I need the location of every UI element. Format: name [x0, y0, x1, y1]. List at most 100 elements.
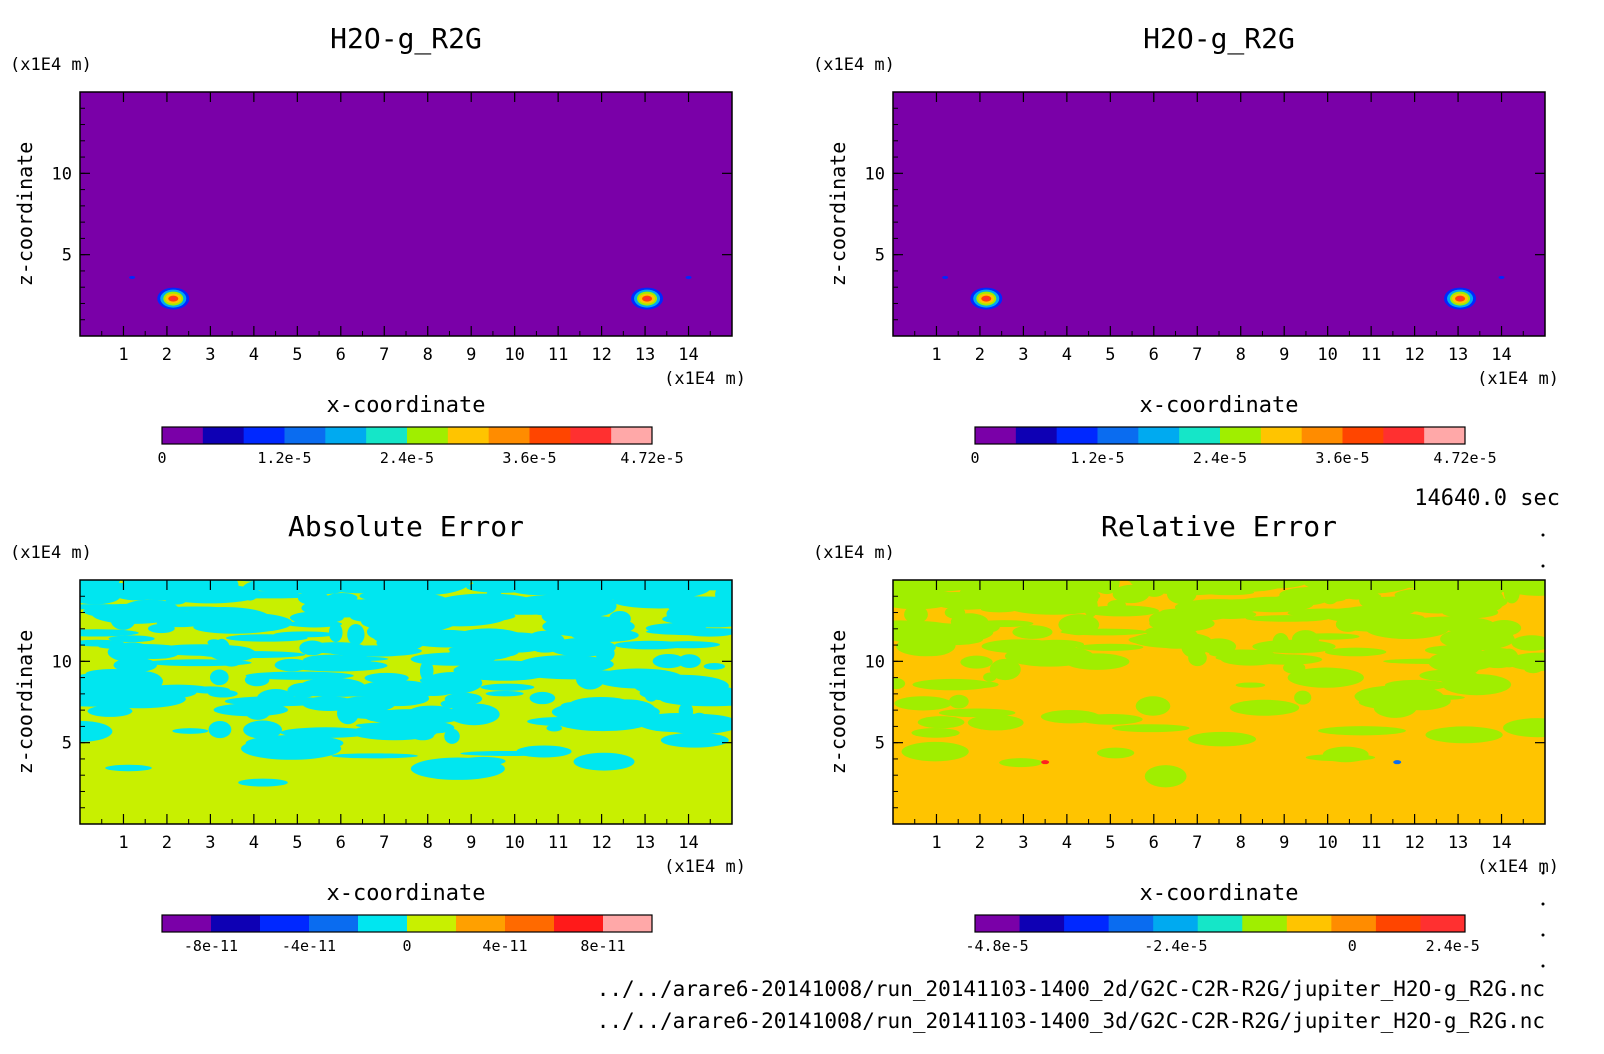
x-tick-label: 2 [975, 833, 985, 853]
error-patch [989, 658, 1021, 681]
colorbar-label: 4.72e-5 [620, 449, 683, 467]
error-patch [1252, 639, 1336, 654]
colorbar-swatch [1153, 915, 1199, 932]
error-patch [646, 628, 732, 636]
x-tick-label: 12 [1404, 833, 1424, 853]
error-patch [593, 668, 684, 689]
error-patch [80, 693, 129, 707]
y-unit-label: (x1E4 m) [813, 55, 895, 75]
x-tick-label: 11 [548, 833, 568, 853]
x-tick-label: 13 [1448, 345, 1468, 365]
error-patch [366, 601, 439, 610]
colorbar-swatch [1179, 427, 1221, 444]
error-patch [385, 580, 472, 595]
colorbar-swatch [1108, 915, 1154, 932]
y-tick-label: 5 [62, 734, 72, 754]
x-tick-label: 3 [1018, 833, 1028, 853]
error-patch [1096, 747, 1135, 759]
x-tick-label: 12 [591, 345, 611, 365]
error-patch [639, 684, 716, 702]
error-patch [573, 752, 635, 771]
x-tick-label: 10 [504, 833, 524, 853]
colorbar: -8e-11 -4e-11 0 4e-11 8e-11 [161, 914, 653, 955]
error-patch [359, 591, 392, 601]
error-patch [911, 727, 960, 738]
error-patch [1425, 726, 1503, 744]
error-patch [209, 669, 229, 686]
x-tick-label: 2 [975, 345, 985, 365]
error-patch [1324, 647, 1387, 657]
error-patch [347, 623, 365, 646]
error-patch [1176, 610, 1203, 633]
error-patch [1188, 731, 1257, 747]
colorbar: 0 1.2e-5 2.4e-5 3.6e-5 4.72e-5 [157, 426, 684, 467]
y-axis-label: z-coordinate [13, 142, 37, 287]
error-patch [1144, 765, 1187, 788]
error-patch [241, 737, 342, 760]
error-patch [529, 691, 556, 705]
x-tick-label: 9 [1279, 345, 1289, 365]
colorbar: -4.8e-5 -2.4e-5 0 2.4e-5 [965, 914, 1480, 955]
error-patch [1294, 690, 1312, 705]
colorbar-swatch [1286, 915, 1332, 932]
error-patch [306, 642, 366, 654]
error-patch [1441, 617, 1496, 634]
error-patch [485, 690, 524, 697]
colorbar-label: 4e-11 [482, 937, 527, 955]
colorbar-swatch [1138, 427, 1180, 444]
plume-contour [1457, 296, 1464, 301]
contour-speck [1498, 275, 1505, 279]
error-patch [1301, 580, 1419, 595]
x-tick-label: 10 [1317, 345, 1337, 365]
x-tick-label: 10 [504, 345, 524, 365]
colorbar-swatch [1301, 427, 1343, 444]
error-patch [113, 657, 158, 673]
file-path-1: ../../arare6-20141008/run_20141103-1400_… [597, 977, 1545, 1001]
error-patch [556, 640, 593, 652]
error-patch [912, 678, 993, 691]
x-tick-label: 2 [162, 345, 172, 365]
colorbar-label: 2.4e-5 [1193, 449, 1247, 467]
x-tick-label: 4 [249, 345, 259, 365]
x-tick-label: 4 [249, 833, 259, 853]
heatmap-field [80, 580, 732, 824]
error-patch [981, 639, 1061, 654]
error-patch [80, 684, 114, 696]
colorbar-swatch [1197, 915, 1243, 932]
error-patch [1197, 580, 1292, 592]
x-tick-label: 5 [1105, 833, 1115, 853]
error-patch [1499, 648, 1519, 668]
heatmap-field [893, 92, 1545, 336]
y-unit-label: (x1E4 m) [813, 543, 895, 563]
error-patch [1245, 615, 1329, 622]
error-patch [302, 696, 356, 712]
error-patch [128, 649, 178, 660]
error-patch [960, 655, 993, 669]
error-patch [83, 603, 175, 619]
file-path-2: ../../arare6-20141008/run_20141103-1400_… [597, 1009, 1545, 1033]
x-tick-label: 13 [1448, 833, 1468, 853]
error-patch [691, 608, 732, 614]
y-unit-label: (x1E4 m) [10, 543, 92, 563]
error-patch [312, 656, 389, 662]
error-patch [1012, 625, 1053, 639]
error-patch [172, 728, 209, 734]
colorbar-swatch [407, 915, 457, 932]
x-tick-label: 6 [336, 833, 346, 853]
colorbar-frame [974, 914, 1466, 933]
x-tick-label: 9 [466, 833, 476, 853]
plume-contour [983, 296, 990, 301]
colorbar-label: 1.2e-5 [1070, 449, 1124, 467]
error-patch [1229, 699, 1300, 716]
colorbar-swatch [603, 915, 653, 932]
error-patch [207, 613, 293, 633]
error-patch [479, 632, 552, 653]
error-patch [477, 661, 579, 676]
x-axis-label: x-coordinate [327, 881, 486, 906]
error-patch [1356, 615, 1389, 622]
error-patch [1287, 667, 1364, 688]
error-patch [287, 620, 342, 628]
colorbar-swatch [611, 427, 653, 444]
